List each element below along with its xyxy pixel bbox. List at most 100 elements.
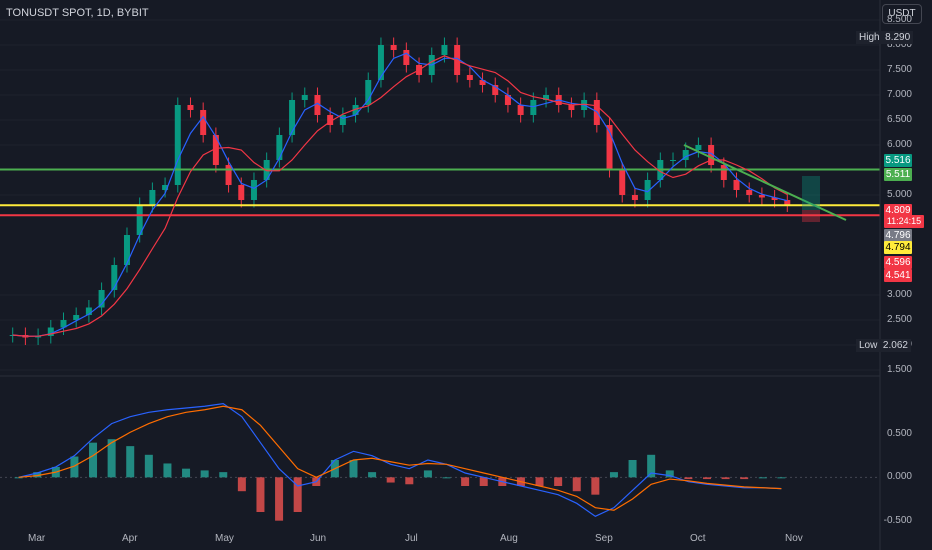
candle-body	[466, 75, 473, 80]
candle-body	[504, 95, 511, 105]
candle-body	[314, 95, 321, 115]
candle-body	[530, 100, 537, 115]
macd-histogram-bar	[684, 477, 693, 480]
price-tag: 4.596	[884, 256, 912, 269]
candle-body	[174, 105, 181, 185]
candle-body	[377, 45, 384, 80]
macd-histogram-bar	[647, 454, 656, 478]
macd-tick-label: 0.500	[886, 428, 912, 439]
macd-histogram-bar	[442, 477, 451, 479]
price-tick-label: 7.000	[886, 89, 912, 100]
price-tick-label: 8.500	[886, 14, 912, 25]
macd-histogram-bar	[628, 460, 637, 478]
symbol-title: TONUSDT SPOT, 1D, BYBIT	[6, 7, 149, 19]
candle-body	[784, 200, 791, 205]
macd-histogram-bar	[182, 468, 191, 478]
candle-body	[670, 160, 677, 161]
time-tick-label: Jul	[405, 533, 418, 544]
price-tick-label: 2.500	[886, 314, 912, 325]
candle-body	[644, 180, 651, 200]
candle-body	[47, 327, 54, 336]
low-label-text: Low	[859, 340, 878, 351]
macd-histogram-bar	[107, 439, 116, 478]
low-value: 2.062	[882, 340, 908, 351]
macd-histogram-bar	[89, 442, 98, 478]
price-candles	[9, 37, 791, 345]
price-tag: 11:24:15	[884, 215, 924, 228]
low-label: Low 2.062	[856, 339, 911, 352]
ma-slow-line	[12, 55, 788, 337]
candle-body	[289, 100, 296, 135]
candle-body	[276, 135, 283, 160]
macd-histogram-bar	[293, 477, 302, 512]
macd-histogram-bar	[702, 477, 711, 480]
candle-body	[111, 265, 118, 290]
macd-histogram-bar	[479, 477, 488, 486]
candle-body	[73, 315, 80, 320]
time-tick-label: Mar	[28, 533, 46, 544]
macd-histogram-bar	[256, 477, 265, 512]
macd-histogram-bar	[349, 460, 358, 478]
price-tick-label: 1.500	[886, 364, 912, 375]
candle-body	[454, 45, 461, 75]
macd-histogram-bar	[33, 472, 42, 478]
macd-histogram-bar	[70, 456, 79, 478]
candle-body	[136, 205, 143, 235]
candle-body	[619, 170, 626, 195]
candle-body	[149, 190, 156, 205]
price-tag: 4.541	[884, 269, 912, 282]
candle-body	[162, 185, 169, 190]
candle-body	[403, 50, 410, 65]
macd-histogram-bar	[740, 477, 749, 480]
candle-body	[746, 190, 753, 195]
price-tick-label: 6.000	[886, 139, 912, 150]
time-tick-label: Jun	[310, 533, 327, 544]
macd-histogram-bar	[219, 472, 228, 478]
macd-histogram-bar	[405, 477, 414, 485]
candle-body	[60, 320, 67, 328]
macd-panel	[0, 403, 880, 521]
time-tick-label: May	[215, 533, 234, 544]
candle-body	[720, 165, 727, 180]
macd-histogram-bar	[237, 477, 246, 492]
candle-body	[339, 115, 346, 125]
candle-body	[631, 195, 638, 200]
macd-histogram-bar	[368, 472, 377, 478]
candle-body	[225, 165, 232, 185]
long-position-target[interactable]	[802, 176, 820, 210]
candle-body	[250, 180, 257, 200]
macd-histogram-bar	[386, 477, 395, 483]
macd-line	[18, 403, 782, 518]
horizontal-levels	[0, 168, 880, 217]
macd-histogram-bar	[144, 454, 153, 478]
candle-body	[212, 135, 219, 165]
candle-body	[758, 195, 765, 198]
time-tick-label: Sep	[595, 533, 613, 544]
macd-histogram-bar	[609, 472, 618, 478]
macd-histogram-bar	[535, 477, 544, 486]
currency-button[interactable]: USDT	[882, 4, 922, 24]
candle-body	[771, 197, 778, 200]
candle-body	[352, 105, 359, 115]
signal-line	[18, 405, 782, 511]
macd-histogram-bar	[163, 463, 172, 478]
long-position-stop[interactable]	[802, 210, 820, 222]
macd-histogram-bar	[591, 477, 600, 495]
macd-histogram-bar	[126, 446, 135, 478]
candle-body	[327, 115, 334, 125]
high-label-text: High	[859, 32, 880, 43]
candle-body	[187, 105, 194, 110]
candle-body	[606, 125, 613, 170]
time-tick-label: Nov	[785, 533, 803, 544]
price-tag: 5.511	[884, 168, 912, 181]
price-tag: 4.809	[884, 204, 912, 217]
trendline[interactable]	[683, 144, 847, 221]
time-tick-label: Aug	[500, 533, 518, 544]
macd-histogram-bar	[275, 477, 284, 521]
candle-body	[695, 145, 702, 150]
price-tag: 4.796	[884, 229, 912, 242]
candle-body	[682, 150, 689, 160]
candle-body	[708, 145, 715, 165]
macd-histogram-bar	[423, 470, 432, 478]
